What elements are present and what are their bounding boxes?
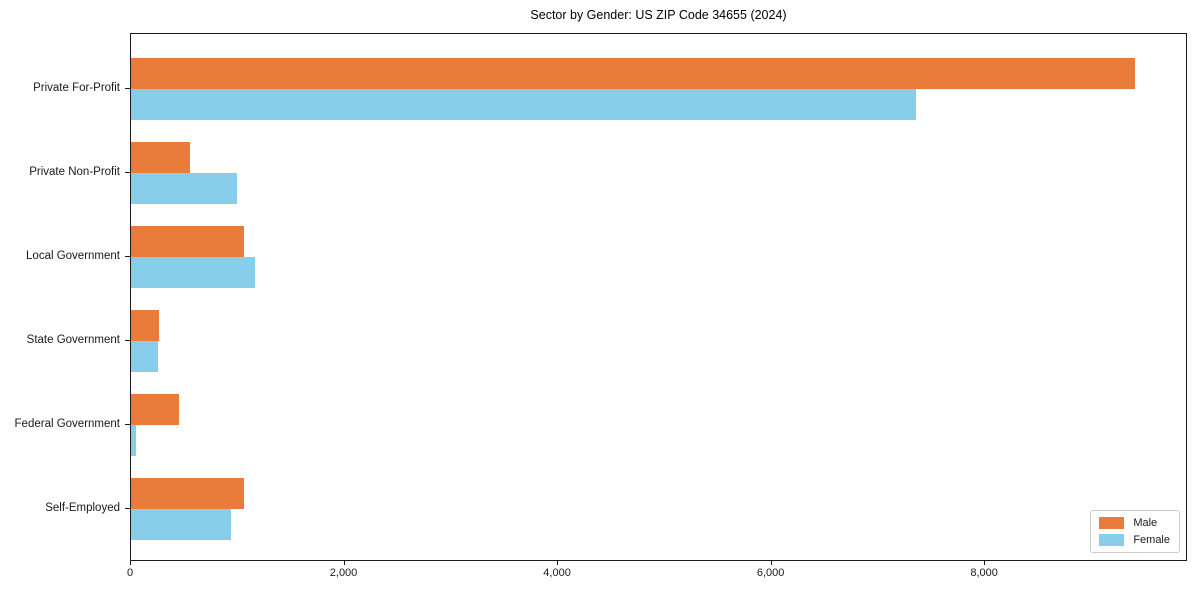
category-label-5: Self-Employed	[45, 502, 120, 514]
x-tick-label-4: 8,000	[970, 567, 998, 579]
y-tick-2	[125, 256, 130, 257]
bar-female-1	[131, 173, 237, 204]
x-tick-label-0: 0	[126, 567, 134, 579]
bar-male-3	[131, 310, 159, 341]
chart-title: Sector by Gender: US ZIP Code 34655 (202…	[530, 8, 787, 22]
y-tick-4	[125, 424, 130, 425]
y-tick-5	[125, 508, 130, 509]
x-tick-1	[343, 561, 345, 565]
bar-male-4	[131, 394, 179, 425]
bar-male-0	[131, 58, 1135, 89]
bar-female-3	[131, 341, 158, 372]
bar-female-5	[131, 509, 232, 540]
category-label-1: Private Non-Profit	[29, 166, 120, 178]
bar-male-2	[131, 226, 244, 257]
y-tick-3	[125, 340, 130, 341]
x-tick-label-2: 4,000	[543, 567, 571, 579]
category-label-4: Federal Government	[14, 418, 120, 430]
x-tick-label-1: 2,000	[329, 567, 358, 579]
bar-female-4	[131, 425, 137, 456]
x-tick-3	[770, 561, 772, 565]
legend-swatch-female	[1099, 534, 1125, 546]
legend-label-female: Female	[1133, 533, 1170, 546]
legend: Male Female	[1090, 510, 1180, 553]
plot-area: Male Female	[130, 33, 1187, 561]
bar-female-2	[131, 257, 255, 288]
legend-label-male: Male	[1133, 516, 1158, 529]
category-label-3: State Government	[26, 334, 120, 346]
legend-item-male: Male	[1099, 517, 1170, 529]
bar-male-1	[131, 142, 190, 173]
x-tick-4	[984, 561, 986, 565]
legend-swatch-male	[1099, 517, 1125, 529]
bar-male-5	[131, 478, 244, 509]
legend-item-female: Female	[1099, 534, 1170, 546]
x-tick-label-3: 6,000	[756, 567, 785, 579]
y-tick-0	[125, 88, 130, 89]
category-label-2: Local Government	[26, 250, 120, 262]
category-label-0: Private For-Profit	[33, 82, 120, 94]
y-tick-1	[125, 172, 130, 173]
x-tick-0	[130, 561, 131, 565]
bar-female-0	[131, 89, 917, 120]
x-tick-2	[557, 561, 559, 565]
